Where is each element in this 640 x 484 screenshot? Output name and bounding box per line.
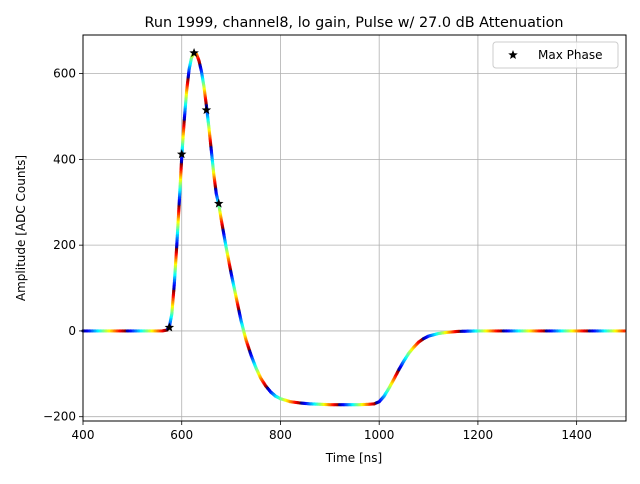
y-tick-label: 0 <box>68 324 76 338</box>
plot-frame <box>82 34 627 422</box>
x-tick-label: 1400 <box>561 428 592 442</box>
max-phase-marker <box>164 322 175 332</box>
data-layer <box>81 51 627 407</box>
max-phase-marker <box>176 149 187 159</box>
y-axis-label: Amplitude [ADC Counts] <box>14 155 28 301</box>
y-tick-label: 400 <box>53 152 76 166</box>
max-phase-markers <box>164 48 224 332</box>
sample-point <box>622 329 627 333</box>
x-axis-label: Time [ns] <box>325 451 382 465</box>
chart-title: Run 1999, channel8, lo gain, Pulse w/ 27… <box>145 15 564 31</box>
x-tick-label: 1000 <box>364 428 395 442</box>
x-tick-label: 400 <box>72 428 95 442</box>
x-tick-label: 1200 <box>463 428 494 442</box>
x-tick-label: 600 <box>170 428 193 442</box>
max-phase-marker <box>213 198 224 208</box>
max-phase-marker <box>189 48 199 58</box>
grid-lines <box>82 35 626 421</box>
legend-label: Max Phase <box>538 48 602 62</box>
y-tick-label: 600 <box>53 67 76 81</box>
y-tick-label: −200 <box>43 410 76 424</box>
legend-box <box>492 41 619 69</box>
max-phase-marker <box>201 105 212 115</box>
x-tick-label: 800 <box>269 428 292 442</box>
legend-star-icon <box>508 50 518 60</box>
y-tick-label: 200 <box>53 238 76 252</box>
axes: 400 600 800 1000 1200 1400 −200 0 200 400 600 <box>43 34 627 442</box>
legend: Max Phase <box>492 41 619 69</box>
